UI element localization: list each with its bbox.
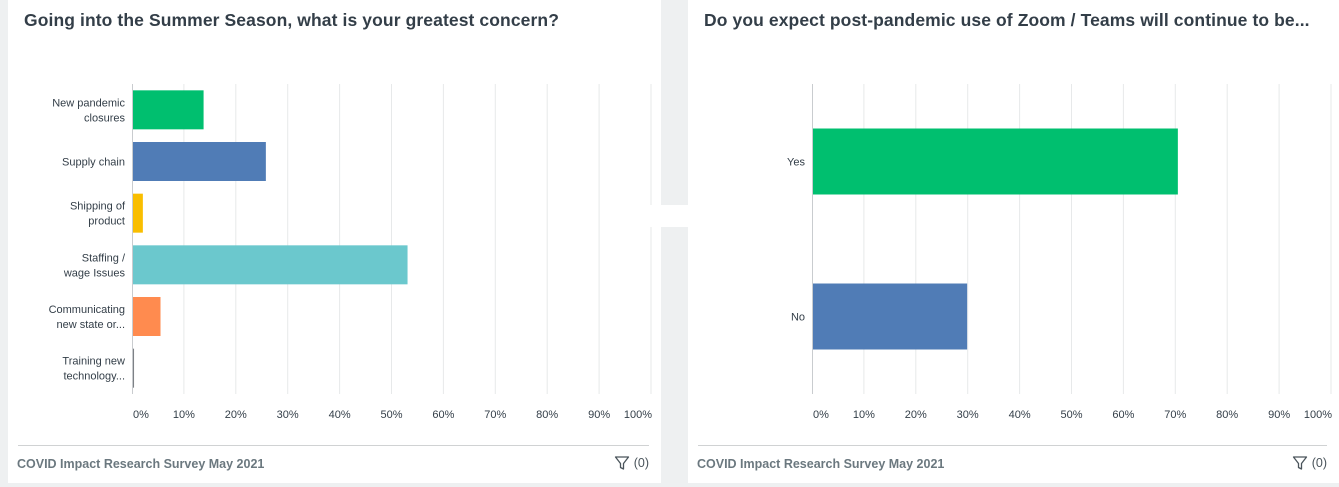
x-tick-label: 100% [1304, 409, 1332, 421]
x-tick-label: 70% [1164, 409, 1186, 421]
category-label: New pandemic closures [52, 97, 125, 124]
x-tick-label: 50% [1060, 409, 1082, 421]
x-tick-label: 20% [905, 409, 927, 421]
bar [813, 283, 968, 350]
x-tick-label: 80% [536, 409, 558, 421]
filter-count: (0) [1311, 456, 1327, 470]
category-label: Supply chain [62, 157, 125, 169]
x-tick-label: 30% [957, 409, 979, 421]
x-tick-label: 60% [432, 409, 454, 421]
category-label: Training new technology... [62, 356, 125, 383]
x-tick-label: 100% [624, 409, 652, 421]
x-tick-label: 0% [813, 409, 829, 421]
category-label: Shipping of product [70, 201, 126, 228]
bar-chart-summer-concern: 0% 10% 20% 30% 40% 50% 60% 70% 80% 90% 100% New pan… [49, 84, 652, 421]
chart-title: Do you expect post-pandemic use of Zoom … [704, 10, 1310, 30]
filter-icon [614, 456, 629, 470]
x-tick-label: 0% [133, 409, 149, 421]
bar [133, 142, 266, 181]
bar-chart-zoom-teams: 0% 10% 20% 30% 40% 50% 60% 70% 80% 90% 100% Yes No [787, 84, 1332, 421]
x-tick-label: 40% [1009, 409, 1031, 421]
bar [133, 348, 135, 388]
x-tick-label: 60% [1112, 409, 1134, 421]
x-tick-label: 90% [1268, 409, 1290, 421]
bar [813, 128, 1178, 195]
chart-title: Going into the Summer Season, what is yo… [24, 10, 559, 30]
category-label: No [791, 312, 805, 324]
x-tick-label: 90% [588, 409, 610, 421]
x-tick-label: 70% [484, 409, 506, 421]
bar [133, 193, 143, 233]
filter-icon [1292, 456, 1307, 470]
bar [133, 90, 204, 130]
chart-card-summer-concern: Going into the Summer Season, what is yo… [8, 0, 661, 483]
x-tick-label: 30% [277, 409, 299, 421]
survey-name: COVID Impact Research Survey May 2021 [17, 457, 265, 471]
x-tick-label: 20% [225, 409, 247, 421]
filter-button[interactable]: (0) [614, 455, 649, 471]
footer-divider [698, 445, 1327, 446]
filter-count: (0) [633, 456, 649, 470]
title-artifact [733, 30, 868, 42]
x-tick-label: 80% [1216, 409, 1238, 421]
category-label: Staffing / wage Issues [63, 252, 126, 279]
bar [133, 297, 161, 336]
chart-card-zoom-teams: Do you expect post-pandemic use of Zoom … [688, 0, 1339, 483]
filter-button[interactable]: (0) [1292, 455, 1327, 471]
x-tick-label: 50% [380, 409, 402, 421]
x-tick-label: 40% [329, 409, 351, 421]
x-tick-label: 10% [853, 409, 875, 421]
gap-artifact [622, 205, 725, 227]
footer-divider [18, 445, 649, 446]
survey-name: COVID Impact Research Survey May 2021 [697, 457, 945, 471]
category-label: Communicating new state or... [49, 304, 125, 331]
category-label: Yes [787, 157, 805, 169]
x-tick-label: 10% [173, 409, 195, 421]
bar [133, 245, 408, 285]
